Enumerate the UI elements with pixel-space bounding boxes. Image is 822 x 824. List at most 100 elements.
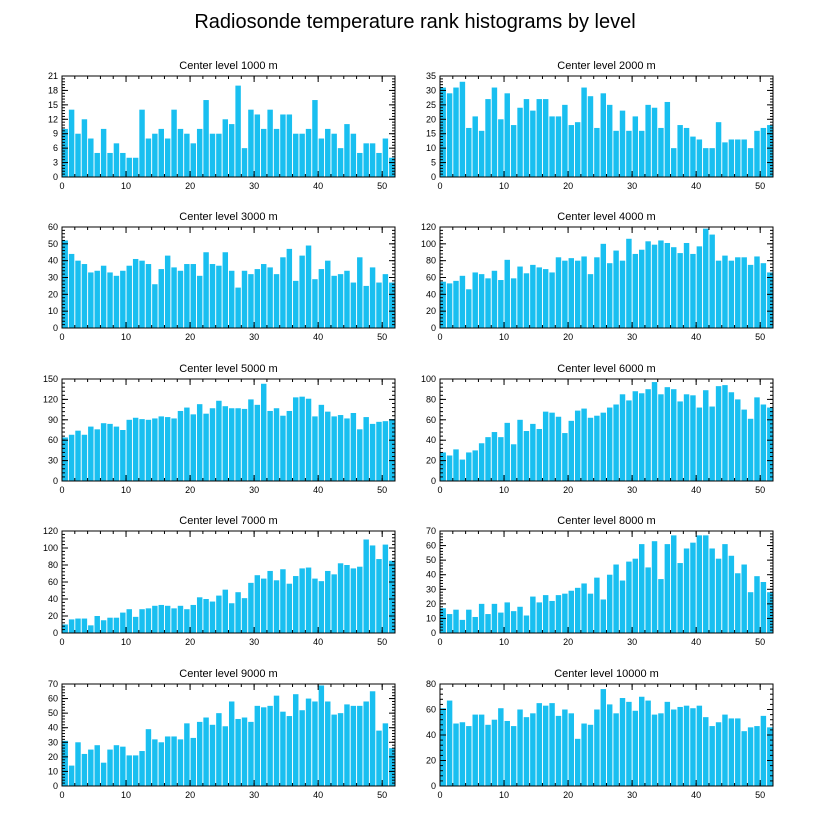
- bar: [709, 726, 715, 786]
- bar: [369, 267, 376, 328]
- bar: [517, 419, 523, 481]
- bar: [293, 397, 299, 481]
- x-tick-label: 30: [249, 637, 259, 647]
- bar: [638, 130, 645, 177]
- bar: [369, 423, 376, 481]
- y-tick-label: 0: [53, 628, 58, 638]
- bar: [504, 720, 510, 786]
- bar: [658, 240, 664, 328]
- bar: [466, 127, 472, 177]
- bar: [619, 394, 626, 481]
- bar: [446, 700, 453, 786]
- bar: [619, 698, 626, 786]
- bar: [485, 437, 491, 481]
- panels: Center level 1000 m0 10 20 30 40 500369121518…: [43, 60, 774, 800]
- bar: [145, 138, 152, 177]
- bar: [68, 253, 75, 328]
- bar: [171, 608, 177, 633]
- bar: [568, 713, 575, 786]
- y-tick-label: 120: [43, 394, 58, 404]
- bar: [735, 573, 741, 633]
- bar: [203, 252, 209, 328]
- bar: [389, 560, 395, 633]
- bar: [363, 143, 369, 177]
- bar: [177, 128, 184, 177]
- bar: [299, 710, 305, 786]
- y-tick-label: 60: [426, 415, 436, 425]
- bar: [677, 401, 683, 481]
- bar: [690, 395, 696, 481]
- bar: [581, 583, 587, 633]
- bar: [542, 411, 549, 481]
- bar: [382, 421, 389, 481]
- x-tick-label: 20: [185, 485, 195, 495]
- bar: [549, 703, 555, 786]
- bar: [536, 703, 542, 786]
- y-tick-label: 0: [53, 476, 58, 486]
- bar: [152, 605, 158, 633]
- bar: [100, 762, 107, 786]
- bar: [453, 723, 459, 786]
- x-tick-label: 20: [185, 790, 195, 800]
- bar: [209, 133, 216, 177]
- x-tick-label: 40: [691, 332, 701, 342]
- bar: [562, 433, 568, 481]
- bar: [164, 736, 171, 786]
- bar: [549, 116, 555, 177]
- bar: [389, 748, 395, 786]
- bar: [715, 558, 722, 633]
- bar: [196, 404, 203, 481]
- x-tick-label: 0: [437, 181, 442, 191]
- bar: [260, 128, 267, 177]
- bar: [754, 130, 760, 177]
- bar: [459, 619, 466, 633]
- y-tick-label: 30: [426, 584, 436, 594]
- bar: [606, 407, 613, 481]
- bar: [107, 749, 113, 786]
- bar: [158, 269, 164, 328]
- bar: [523, 717, 530, 786]
- bar: [280, 114, 286, 177]
- y-tick-label: 100: [43, 543, 58, 553]
- bar: [638, 696, 645, 786]
- bar: [574, 260, 581, 328]
- bar: [293, 576, 299, 633]
- y-tick-label: 20: [426, 306, 436, 316]
- bar: [530, 713, 536, 786]
- bar: [350, 568, 357, 633]
- bar: [703, 228, 709, 328]
- bar: [260, 383, 267, 481]
- bar: [594, 577, 600, 633]
- x-tick-label: 30: [627, 637, 637, 647]
- bar: [132, 417, 139, 481]
- bar: [228, 124, 235, 177]
- bar: [651, 714, 658, 786]
- bar: [152, 418, 158, 481]
- bar: [184, 264, 190, 328]
- bar: [440, 708, 446, 786]
- bar: [81, 753, 88, 786]
- bar: [107, 423, 113, 481]
- bar: [132, 157, 139, 177]
- bar: [735, 718, 741, 786]
- bar: [606, 704, 613, 786]
- y-tick-label: 20: [48, 752, 58, 762]
- bar: [703, 390, 709, 481]
- bar: [389, 282, 395, 328]
- bar: [68, 619, 75, 633]
- bar: [581, 256, 587, 328]
- y-tick-label: 12: [48, 114, 58, 124]
- bar: [671, 709, 677, 786]
- bar: [305, 567, 312, 633]
- bar: [760, 127, 767, 177]
- bar: [568, 590, 575, 633]
- y-tick-label: 10: [426, 613, 436, 623]
- bar: [216, 400, 222, 481]
- bar: [722, 544, 728, 633]
- chart-panel: Center level 7000 m 0 10 20 30 40 50 0 20 40 60 80 1…: [43, 515, 396, 647]
- bar: [651, 244, 658, 328]
- bar: [68, 109, 75, 177]
- bar: [100, 265, 107, 328]
- bar: [632, 391, 639, 481]
- bar: [222, 119, 229, 177]
